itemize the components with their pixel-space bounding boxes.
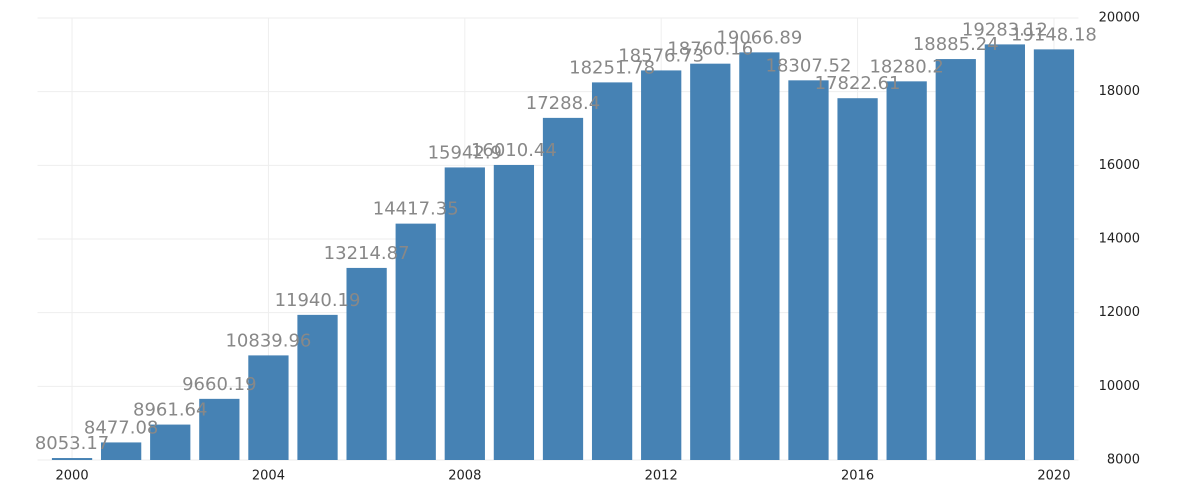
bar	[788, 80, 829, 460]
value-label: 13214.87	[324, 243, 410, 264]
y-tick-label: 14000	[1099, 232, 1140, 247]
value-label: 19283.12	[962, 19, 1048, 40]
bar	[542, 117, 584, 461]
bar	[739, 52, 780, 460]
y-tick-label: 20000	[1099, 11, 1140, 26]
value-label: 17288.4	[526, 93, 600, 114]
value-label: 19148.18	[1011, 24, 1097, 45]
y-tick-label: 8000	[1107, 453, 1140, 468]
value-label: 18760.16	[667, 39, 753, 60]
value-label: 18576.73	[618, 45, 704, 66]
bar	[837, 98, 878, 460]
value-label: 16010.44	[471, 140, 557, 161]
value-label: 8053.17	[35, 433, 109, 454]
value-label: 15942.9	[428, 142, 502, 163]
y-tick-label: 16000	[1099, 158, 1140, 173]
bar	[346, 267, 387, 460]
bar	[1033, 49, 1075, 461]
value-label: 17822.61	[815, 73, 901, 94]
bar	[641, 70, 682, 461]
value-label: 18280.2	[869, 56, 943, 77]
bar	[984, 44, 1025, 460]
y-tick-label: 18000	[1099, 84, 1140, 99]
bar	[591, 82, 633, 461]
x-tick-label: 2016	[841, 469, 874, 484]
bar	[297, 314, 338, 460]
bar	[51, 458, 93, 460]
bar	[395, 223, 436, 460]
bar	[248, 355, 289, 460]
bar	[493, 164, 535, 460]
bar	[444, 167, 485, 460]
value-label: 11940.19	[275, 290, 361, 311]
bar	[935, 59, 976, 460]
bar	[101, 442, 142, 460]
x-tick-label: 2000	[56, 469, 89, 484]
value-label: 18885.24	[913, 34, 999, 55]
x-tick-label: 2020	[1037, 469, 1070, 484]
y-tick-label: 12000	[1099, 305, 1140, 320]
x-tick-label: 2004	[252, 469, 285, 484]
value-label: 19066.89	[716, 27, 802, 48]
y-tick-label: 10000	[1099, 379, 1140, 394]
value-label: 10839.96	[225, 330, 311, 351]
x-tick-label: 2012	[645, 469, 678, 484]
value-label: 8477.08	[84, 417, 158, 438]
x-tick-label: 2008	[448, 469, 481, 484]
value-label: 14417.35	[373, 199, 459, 220]
bar	[150, 424, 191, 460]
bar	[886, 81, 927, 460]
bar	[199, 398, 240, 460]
bar	[690, 63, 731, 460]
value-label: 8961.64	[133, 400, 207, 421]
value-label: 18307.52	[766, 55, 852, 76]
value-label: 18251.78	[569, 57, 655, 78]
value-label: 9660.19	[182, 374, 256, 395]
